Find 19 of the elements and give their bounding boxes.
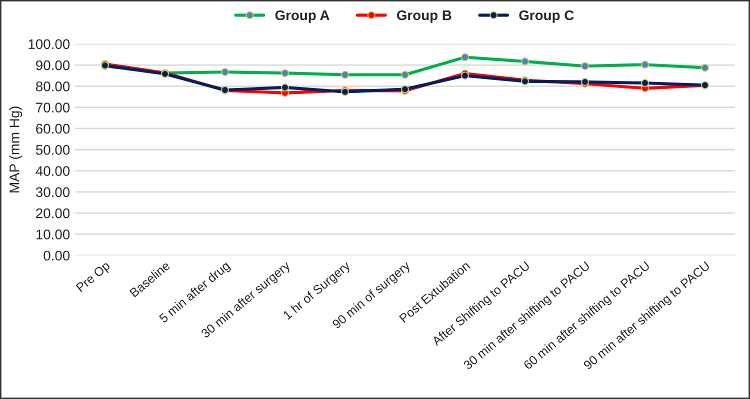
y-tick-label: 40.00 (36, 166, 70, 176)
y-axis-title: MAP (mm Hg) (9, 106, 22, 192)
y-tick-label: 0.00 (44, 250, 70, 261)
y-tick-label: 10.00 (36, 230, 70, 240)
legend-label: Group C (519, 10, 574, 23)
point (281, 83, 289, 92)
y-tick-label: 90.00 (36, 60, 70, 70)
legend-label: Group B (396, 10, 452, 23)
y-tick-label: 20.00 (36, 208, 70, 218)
y-tick-label: 30.00 (36, 187, 70, 198)
legend-label: Group A (275, 10, 330, 23)
y-tick-label: 100.00 (28, 39, 70, 50)
point (461, 72, 469, 80)
y-tick-label: 70.00 (36, 102, 70, 112)
point (641, 79, 649, 88)
x-tick-label: Pre Op (76, 260, 112, 294)
y-tick-label: 80.00 (36, 82, 70, 92)
y-tick-label: 50.00 (36, 144, 70, 155)
y-tick-label: 60.00 (36, 124, 70, 134)
